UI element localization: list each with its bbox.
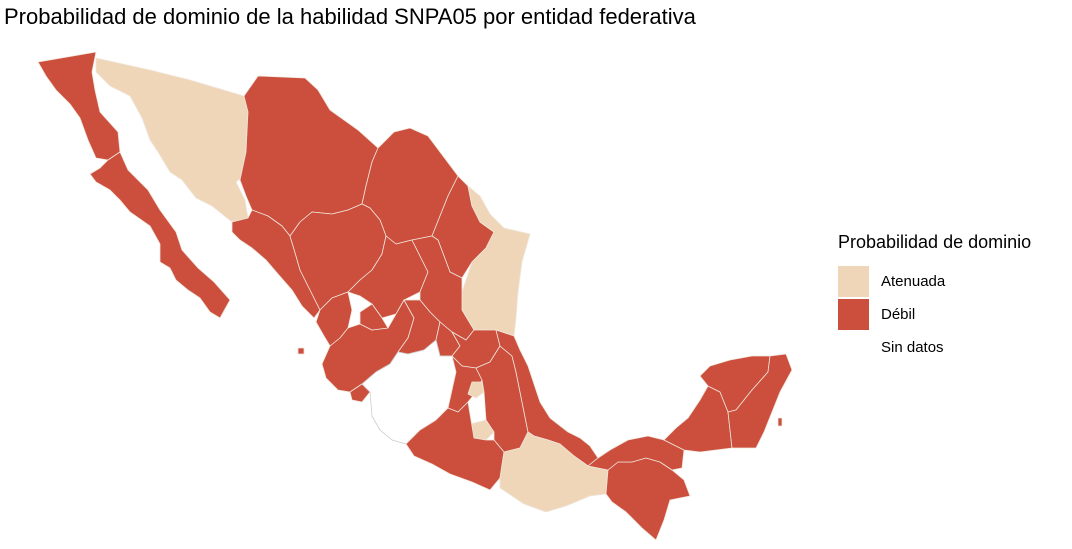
state-baja-california-sur (89, 151, 231, 319)
legend-label-atenuada: Atenuada (881, 273, 946, 290)
legend-item-debil: Débil (838, 298, 1031, 331)
state-quintana-roo (727, 353, 793, 449)
island-isla-marias (297, 347, 305, 355)
legend-swatch-debil (838, 299, 869, 330)
map-legend: Probabilidad de dominio Atenuada Débil S… (838, 232, 1031, 364)
legend-label-sin-datos: Sin datos (881, 339, 944, 356)
state-tabasco (587, 435, 685, 471)
state-chiapas (605, 457, 691, 541)
state-guerrero (405, 401, 505, 491)
state-aguascalientes (359, 303, 389, 331)
state-colima (349, 383, 371, 403)
legend-item-sin-datos: Sin datos (838, 331, 1031, 364)
legend-label-debil: Débil (881, 306, 916, 323)
legend-item-atenuada: Atenuada (838, 265, 1031, 298)
state-ciudad-de-mexico (467, 381, 485, 399)
legend-title: Probabilidad de dominio (838, 232, 1032, 252)
island-cozumel (777, 417, 783, 427)
legend-swatch-atenuada (838, 266, 869, 297)
map-title: Probabilidad de dominio de la habilidad … (4, 4, 696, 29)
legend-swatch-sin-datos (838, 332, 869, 363)
